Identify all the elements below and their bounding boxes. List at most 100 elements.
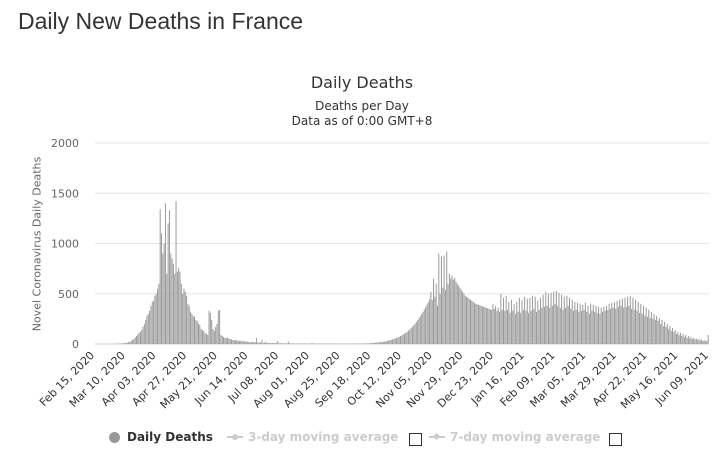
bar [650, 311, 652, 344]
bar [503, 297, 505, 344]
bar [510, 299, 512, 344]
bar [128, 342, 130, 344]
bar [204, 332, 206, 344]
bar [400, 336, 402, 344]
bar [131, 339, 133, 344]
bar [706, 340, 708, 344]
bar [707, 334, 709, 344]
bar [563, 296, 565, 344]
bar [561, 294, 563, 344]
bar [183, 288, 185, 344]
bar [537, 300, 539, 344]
legend-label: 7-day moving average [450, 430, 601, 444]
bar [496, 310, 498, 344]
bar [468, 298, 470, 344]
bar [286, 343, 288, 344]
bar [479, 305, 481, 344]
bar [666, 323, 668, 344]
bar [517, 311, 519, 344]
legend-item-daily-deaths[interactable]: Daily Deaths [109, 430, 213, 444]
bar [244, 341, 246, 344]
bar [253, 341, 255, 344]
bar [472, 301, 474, 344]
bar [621, 298, 623, 344]
bar [518, 297, 520, 344]
bar [681, 335, 683, 344]
bar [689, 338, 691, 344]
bar [228, 338, 230, 344]
legend-item-3-day-average[interactable]: 3-day moving average [227, 430, 398, 444]
bar [176, 271, 178, 344]
bar [576, 302, 578, 344]
bar [431, 299, 433, 344]
bar [691, 338, 693, 344]
bar [260, 342, 262, 344]
bar [423, 309, 425, 344]
bar [298, 343, 300, 344]
bar [672, 327, 674, 344]
bar [697, 339, 699, 344]
bar [245, 341, 247, 344]
bar [464, 295, 466, 344]
bar [541, 307, 543, 344]
bar [188, 305, 190, 344]
bar [199, 324, 201, 344]
bar [436, 305, 438, 344]
bar [582, 304, 584, 344]
bar [682, 333, 684, 344]
bar [164, 203, 166, 344]
bar [662, 325, 664, 344]
bar [225, 337, 227, 344]
bar [194, 316, 196, 344]
bar [275, 343, 277, 344]
3-day-average-checkbox[interactable] [409, 433, 422, 446]
bar [250, 341, 252, 344]
bar [402, 334, 404, 344]
x-tick-label: Jun 09, 2021 [652, 349, 711, 408]
bar [566, 295, 568, 344]
bar [372, 343, 374, 344]
bar [289, 343, 291, 344]
bar [434, 296, 436, 344]
bar [166, 273, 168, 344]
bar [299, 343, 301, 344]
bar [554, 303, 556, 344]
bar [521, 299, 523, 344]
bar [512, 310, 514, 344]
bar [290, 343, 292, 344]
7-day-average-checkbox[interactable] [609, 433, 622, 446]
bar [417, 320, 419, 344]
bar [702, 340, 704, 344]
bar [536, 311, 538, 344]
bar [435, 283, 437, 344]
bar [385, 341, 387, 344]
chart-subtitle-1: Deaths per Day [315, 99, 409, 113]
page-heading: Daily New Deaths in France [18, 8, 304, 34]
legend-label: Daily Deaths [127, 430, 213, 444]
bar [182, 293, 184, 344]
bar [547, 293, 549, 344]
bar [159, 209, 161, 344]
bar [283, 343, 285, 344]
bar [262, 342, 264, 344]
bar [421, 314, 423, 344]
bar [637, 301, 639, 344]
bar [227, 337, 229, 344]
bar [529, 297, 531, 344]
bar [611, 302, 613, 344]
bar [381, 341, 383, 344]
bar [145, 319, 147, 344]
bar [491, 309, 493, 344]
bar [418, 318, 420, 344]
bar [528, 312, 530, 344]
bar [126, 342, 128, 344]
bar [493, 308, 495, 344]
legend-item-7-day-average[interactable]: 7-day moving average [429, 430, 600, 444]
bar [249, 342, 251, 344]
bar [499, 311, 501, 344]
bar [604, 310, 606, 344]
bar [687, 335, 689, 344]
y-tick-label: 0 [72, 338, 79, 351]
bar [389, 340, 391, 344]
bar [386, 340, 388, 344]
